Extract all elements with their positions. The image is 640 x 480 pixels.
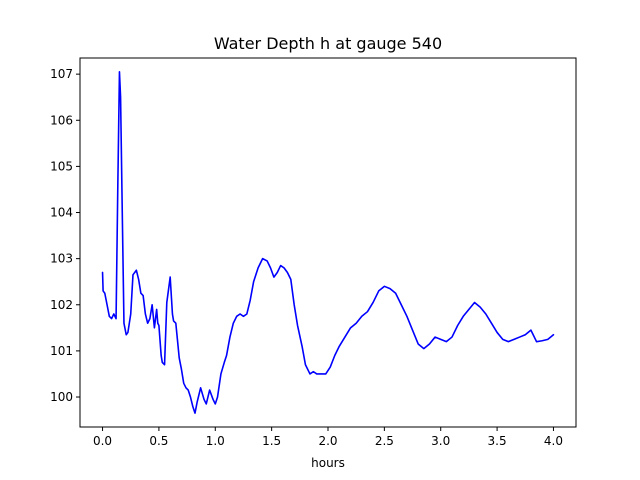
- x-axis: 0.0 0.5 1.0 1.5 2.0 2.5 3.0 3.5 4.0: [93, 427, 563, 448]
- x-axis-label: hours: [311, 456, 345, 470]
- x-tick-label: 1.5: [262, 434, 281, 448]
- x-tick-label: 4.0: [544, 434, 563, 448]
- x-tick-label: 3.5: [488, 434, 507, 448]
- y-tick-label: 102: [50, 298, 73, 312]
- y-axis: 100 101 102 103 104 105 106 107: [50, 67, 80, 404]
- x-tick-label: 3.0: [431, 434, 450, 448]
- x-tick-label: 1.0: [206, 434, 225, 448]
- y-tick-label: 107: [50, 67, 73, 81]
- y-tick-label: 105: [50, 159, 73, 173]
- y-tick-label: 104: [50, 206, 73, 220]
- y-tick-label: 103: [50, 252, 73, 266]
- x-tick-label: 0.5: [149, 434, 168, 448]
- x-tick-label: 0.0: [93, 434, 112, 448]
- series-line-0: [101, 71, 555, 414]
- y-tick-label: 101: [50, 344, 73, 358]
- y-tick-label: 106: [50, 113, 73, 127]
- chart-title: Water Depth h at gauge 540: [214, 34, 442, 53]
- x-tick-label: 2.5: [375, 434, 394, 448]
- plot-area: [101, 71, 555, 414]
- y-tick-label: 100: [50, 390, 73, 404]
- x-tick-label: 2.0: [318, 434, 337, 448]
